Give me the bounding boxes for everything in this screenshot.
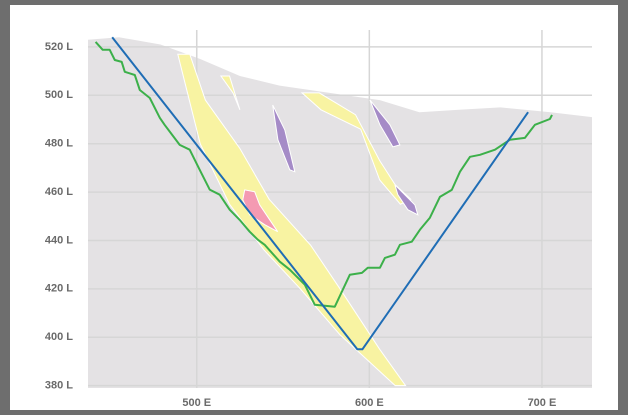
- zone-polygon: [272, 104, 296, 173]
- x-tick-label: 700 E: [528, 397, 557, 409]
- zone-polygon: [242, 189, 279, 233]
- y-tick-label: 420 L: [45, 283, 73, 295]
- x-tick-label: 600 E: [355, 397, 384, 409]
- zone-polygon: [219, 75, 241, 110]
- trace-line: [94, 41, 553, 308]
- x-tick-label: 500 E: [182, 397, 211, 409]
- y-tick-label: 440 L: [45, 234, 73, 246]
- zone-polygon: [369, 99, 401, 148]
- zone-polygon: [394, 184, 419, 216]
- y-tick-label: 480 L: [45, 138, 73, 150]
- y-tick-label: 520 L: [45, 41, 73, 53]
- zone-polygon: [300, 92, 412, 205]
- y-tick-label: 380 L: [45, 379, 73, 391]
- y-tick-label: 500 L: [45, 89, 73, 101]
- y-tick-label: 460 L: [45, 186, 73, 198]
- trace-line: [111, 36, 529, 351]
- y-tick-label: 400 L: [45, 331, 73, 343]
